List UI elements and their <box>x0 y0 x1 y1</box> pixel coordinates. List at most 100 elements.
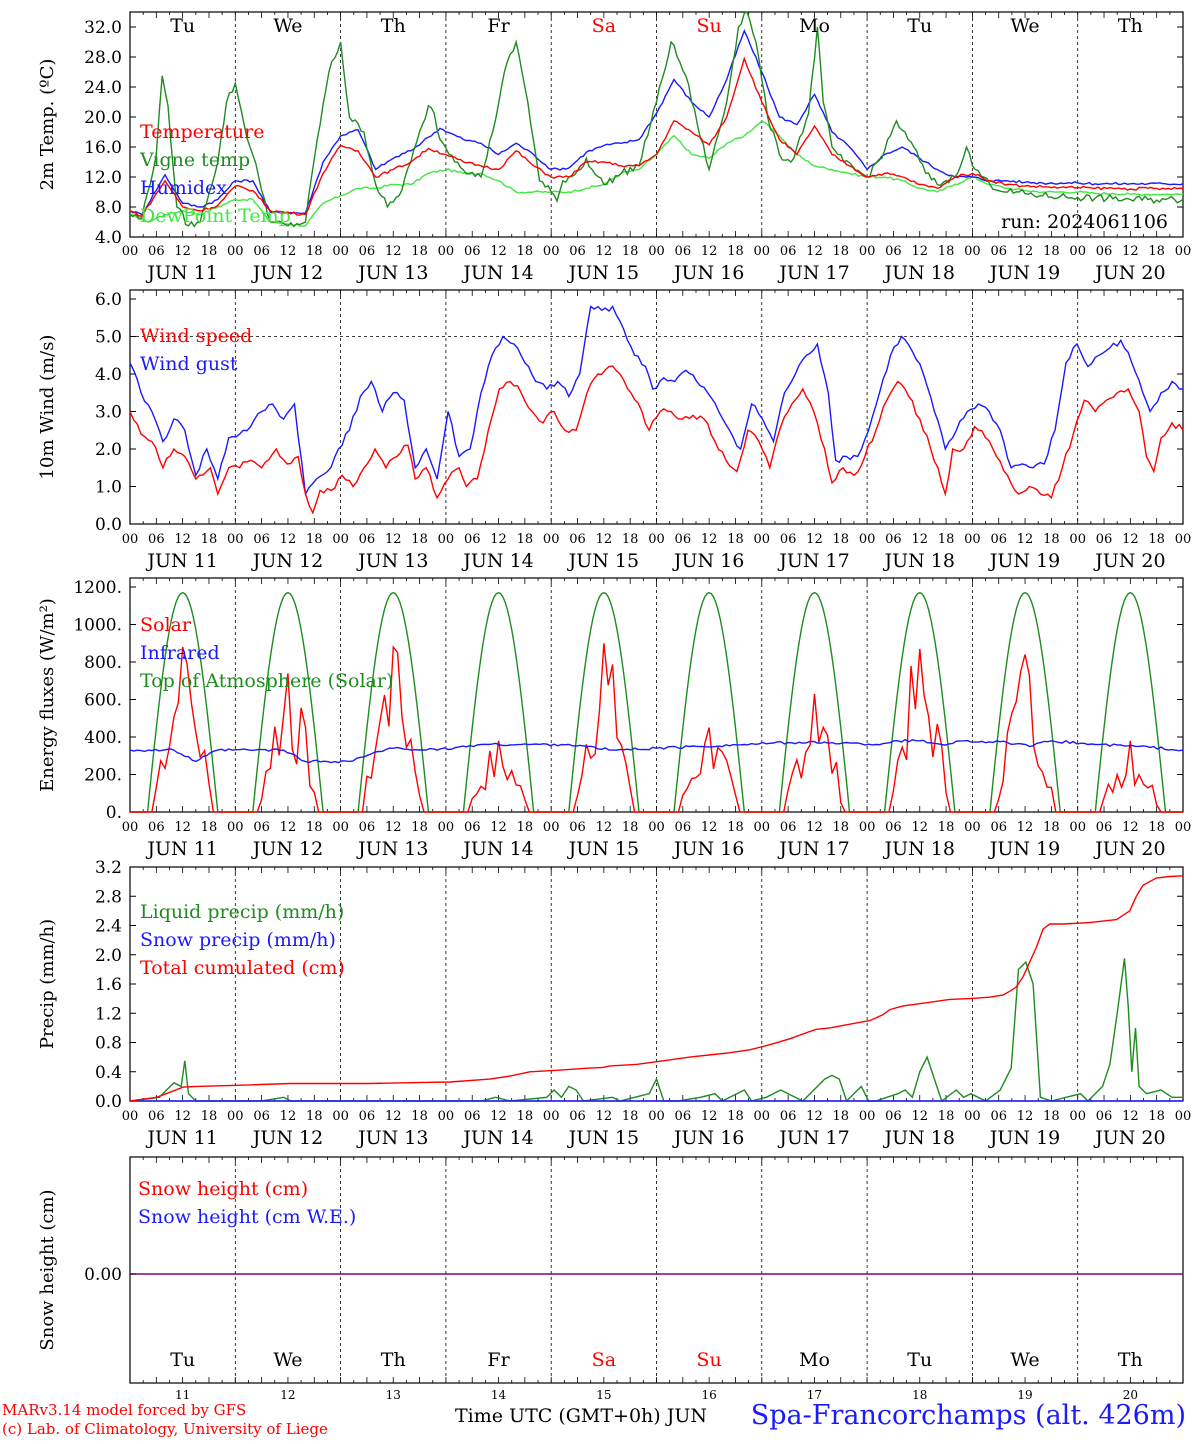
legend-entry: Snow precip (mm/h) <box>140 929 336 951</box>
y-tick-label: 0.4 <box>95 1063 122 1083</box>
date-label: JUN 20 <box>1093 838 1165 860</box>
legend-entry: DewPoint Temp <box>140 205 291 227</box>
y-tick-label: 3.2 <box>95 858 122 878</box>
panel-frame <box>129 11 1184 238</box>
y-tick-label: 5.0 <box>95 328 122 348</box>
hour-tick-label: 06 <box>359 1109 376 1124</box>
day-number-label: 14 <box>491 1388 507 1402</box>
hour-tick-label: 06 <box>253 820 270 835</box>
y-tick-label: 6.0 <box>95 290 122 310</box>
date-label: JUN 18 <box>883 550 955 572</box>
date-label: JUN 17 <box>777 550 849 572</box>
y-tick-label: 1.2 <box>95 1004 122 1024</box>
hour-tick-label: 06 <box>780 820 797 835</box>
lab-credit: (c) Lab. of Climatology, University of L… <box>2 1420 328 1438</box>
hour-tick-label: 12 <box>174 1109 191 1124</box>
hour-tick-label: 12 <box>385 244 402 259</box>
date-label: JUN 11 <box>145 550 217 572</box>
hour-tick-label: 06 <box>569 1109 586 1124</box>
hour-tick-label: 00 <box>332 820 349 835</box>
date-label: JUN 19 <box>988 1127 1060 1149</box>
hour-tick-label: 12 <box>1122 532 1139 547</box>
hour-tick-label: 06 <box>885 532 902 547</box>
legend-entry: Top of Atmosphere (Solar) <box>140 670 393 692</box>
hour-tick-label: 12 <box>1017 820 1034 835</box>
weekday-label: Su <box>697 15 722 37</box>
hour-tick-label: 06 <box>148 244 165 259</box>
date-label: JUN 13 <box>356 1127 428 1149</box>
hour-tick-label: 18 <box>306 1109 323 1124</box>
hour-tick-label: 12 <box>701 244 718 259</box>
y-tick-label: 800. <box>84 653 122 673</box>
panel-energy: Energy fluxes (W/m²) 0. 200. 400. 600. 800. 10… <box>37 577 1192 860</box>
hour-tick-label: 18 <box>201 244 218 259</box>
y-axis-label: Snow height (cm) <box>37 1189 58 1350</box>
hour-tick-label: 12 <box>385 820 402 835</box>
hour-tick-label: 00 <box>543 532 560 547</box>
hour-tick-label: 00 <box>648 532 665 547</box>
hour-tick-label: 18 <box>1043 1109 1060 1124</box>
y-tick-label: 2.4 <box>95 917 122 937</box>
hour-tick-label: 00 <box>1175 820 1192 835</box>
y-axis-label: 10m Wind (m/s) <box>37 335 58 480</box>
hour-tick-label: 18 <box>517 820 534 835</box>
day-number-label: 15 <box>596 1388 611 1402</box>
x-axis-title: Time UTC (GMT+0h) JUN <box>455 1405 707 1427</box>
weekday-label: Th <box>381 15 406 37</box>
series-solar <box>130 643 1183 813</box>
run-annotation: run: 2024061106 <box>1001 211 1168 233</box>
date-label: JUN 17 <box>777 838 849 860</box>
hour-tick-label: 00 <box>332 1109 349 1124</box>
legend-entry: Liquid precip (mm/h) <box>140 901 344 923</box>
y-tick-label: 200. <box>84 766 122 786</box>
hour-tick-label: 06 <box>464 244 481 259</box>
hour-tick-label: 06 <box>885 820 902 835</box>
y-tick-label: 0.8 <box>95 1034 122 1054</box>
weekday-label: We <box>273 15 302 37</box>
weekday-label: Sa <box>592 15 616 37</box>
hour-tick-label: 18 <box>411 1109 428 1124</box>
hour-tick-label: 00 <box>227 1109 244 1124</box>
hour-tick-label: 12 <box>174 244 191 259</box>
legend-entry: Vigne temp <box>139 149 250 171</box>
day-number-label: 12 <box>280 1388 295 1402</box>
y-tick-label: 2.8 <box>95 887 122 907</box>
hour-tick-label: 18 <box>1148 244 1165 259</box>
hour-tick-label: 18 <box>727 1109 744 1124</box>
hour-tick-label: 18 <box>938 532 955 547</box>
legend-entry: Temperature <box>140 121 264 143</box>
hour-tick-label: 00 <box>227 244 244 259</box>
hour-tick-label: 06 <box>780 244 797 259</box>
hour-tick-label: 12 <box>280 532 297 547</box>
hour-tick-label: 18 <box>411 532 428 547</box>
hour-tick-label: 18 <box>306 532 323 547</box>
legend-entry: Humidex <box>140 177 227 199</box>
y-tick-label: 400. <box>84 728 122 748</box>
hour-tick-label: 06 <box>253 1109 270 1124</box>
date-label: JUN 16 <box>672 550 744 572</box>
hour-tick-label: 00 <box>227 820 244 835</box>
hour-tick-label: 18 <box>938 244 955 259</box>
hour-tick-label: 06 <box>990 820 1007 835</box>
y-tick-label: 2.0 <box>95 440 122 460</box>
day-number-label: 17 <box>807 1388 822 1402</box>
date-label: JUN 15 <box>567 1127 639 1149</box>
panel-precip: Precip (mm/h) 0.0 0.4 0.8 1.2 1.6 2.0 2.4 2.8 3.2… <box>37 858 1191 1149</box>
hour-tick-label: 06 <box>675 820 692 835</box>
hour-tick-label: 12 <box>701 1109 718 1124</box>
hour-tick-label: 12 <box>806 532 823 547</box>
hour-tick-label: 12 <box>806 244 823 259</box>
hour-tick-label: 00 <box>543 244 560 259</box>
hour-tick-label: 12 <box>596 244 613 259</box>
date-label: JUN 11 <box>145 1127 217 1149</box>
legend-entry: Wind speed <box>140 325 252 347</box>
y-tick-label: 32.0 <box>84 18 122 38</box>
legend-entry: Infrared <box>140 642 220 664</box>
hour-tick-label: 00 <box>543 1109 560 1124</box>
hour-tick-label: 18 <box>411 820 428 835</box>
date-label: JUN 15 <box>567 262 639 284</box>
weekday-label: Fr <box>487 15 510 37</box>
date-label: JUN 19 <box>988 838 1060 860</box>
series-wind-speed <box>129 365 1184 515</box>
hour-tick-label: 18 <box>833 1109 850 1124</box>
